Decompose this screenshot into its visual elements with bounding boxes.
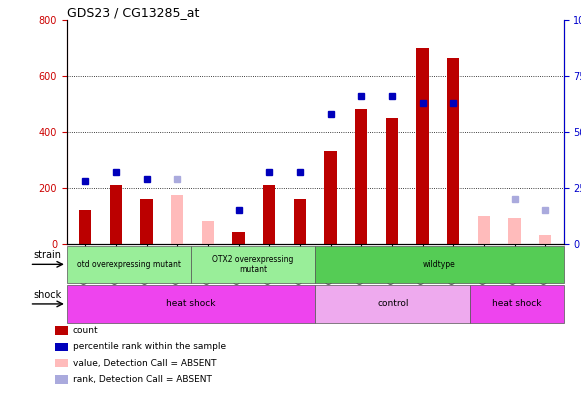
Bar [55,343,68,351]
Bar [79,210,91,244]
Bar [110,185,122,244]
Bar [386,118,398,244]
Bar [67,285,315,323]
Bar [55,375,68,384]
Text: percentile rank within the sample: percentile rank within the sample [73,342,226,351]
Text: OTX2 overexpressing
mutant: OTX2 overexpressing mutant [213,255,294,274]
Bar [55,359,68,367]
Bar [171,194,184,244]
Text: otd overexpressing mutant: otd overexpressing mutant [77,260,181,269]
Bar [55,326,68,335]
Text: wildtype: wildtype [423,260,456,269]
Bar [478,215,490,244]
Bar [324,151,336,244]
Text: GDS23 / CG13285_at: GDS23 / CG13285_at [67,6,199,19]
Text: heat shock: heat shock [166,299,216,308]
Bar [191,246,315,283]
Bar [471,285,564,323]
Bar [508,218,521,244]
Bar [141,199,153,244]
Bar [232,232,245,244]
Bar [315,285,471,323]
Text: rank, Detection Call = ABSENT: rank, Detection Call = ABSENT [73,375,212,384]
Text: shock: shock [34,289,62,299]
Bar [67,246,191,283]
Bar [355,109,367,244]
Text: strain: strain [34,250,62,260]
Text: heat shock: heat shock [492,299,541,308]
Bar [417,48,429,244]
Text: value, Detection Call = ABSENT: value, Detection Call = ABSENT [73,359,217,368]
Text: count: count [73,326,99,335]
Bar [263,185,275,244]
Text: control: control [377,299,408,308]
Bar [539,235,551,244]
Bar [315,246,564,283]
Bar [294,199,306,244]
Bar [447,57,460,244]
Bar [202,221,214,244]
